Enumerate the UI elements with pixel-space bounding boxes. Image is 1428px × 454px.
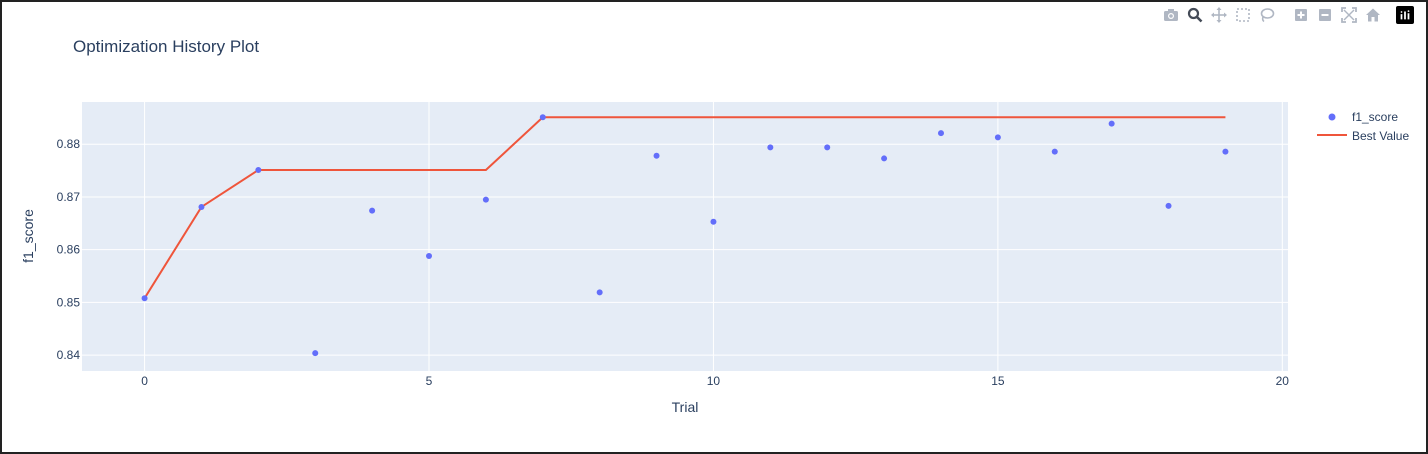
f1-score-point[interactable] [482, 196, 489, 203]
x-tick-label: 10 [707, 374, 721, 388]
y-tick-label: 0.84 [57, 348, 81, 362]
zoom-out-icon[interactable] [1314, 4, 1336, 26]
f1-score-point[interactable] [824, 144, 831, 151]
y-tick-label: 0.85 [57, 295, 81, 309]
best-value-line[interactable] [143, 116, 1226, 299]
pan-icon[interactable] [1208, 4, 1230, 26]
y-tick-label: 0.87 [57, 190, 81, 204]
autoscale-icon[interactable] [1338, 4, 1360, 26]
f1-score-point[interactable] [994, 134, 1001, 141]
x-axis-title: Trial [672, 399, 699, 415]
f1-score-point[interactable] [1165, 202, 1172, 209]
legend: f1_score Best Value [1317, 110, 1409, 143]
f1-score-point[interactable] [1051, 148, 1058, 155]
legend-marker-f1-score [1328, 113, 1336, 121]
f1-score-point[interactable] [426, 253, 433, 260]
f1-score-point[interactable] [312, 350, 319, 357]
plotly-logo-icon[interactable] [1396, 6, 1414, 24]
f1-score-point[interactable] [653, 152, 660, 159]
legend-item-f1-score[interactable]: f1_score [1328, 110, 1399, 124]
f1-score-point[interactable] [937, 130, 944, 137]
best-value-series [143, 116, 1226, 299]
f1-score-point[interactable] [255, 167, 262, 174]
plot-area[interactable] [82, 102, 1288, 371]
f1-score-point[interactable] [710, 218, 717, 225]
y-tick-label: 0.86 [57, 243, 81, 257]
y-tick-label: 0.88 [57, 137, 81, 151]
x-tick-label: 5 [426, 374, 433, 388]
f1-score-point[interactable] [1108, 120, 1115, 127]
reset-axes-icon[interactable] [1362, 4, 1384, 26]
grid-lines [82, 102, 1288, 371]
f1-score-point[interactable] [881, 155, 888, 162]
f1-score-point[interactable] [369, 207, 376, 214]
x-tick-label: 0 [141, 374, 148, 388]
x-tick-label: 20 [1276, 374, 1290, 388]
f1-score-point[interactable] [539, 114, 546, 121]
x-tick-label: 15 [991, 374, 1005, 388]
box-select-icon[interactable] [1232, 4, 1254, 26]
f1-score-point[interactable] [767, 144, 774, 151]
y-axis-ticks: 0.84 0.85 0.86 0.87 0.88 [57, 137, 81, 362]
f1-score-point[interactable] [596, 289, 603, 296]
zoom-in-icon[interactable] [1290, 4, 1312, 26]
modebar [1160, 4, 1414, 26]
chart-title: Optimization History Plot [73, 37, 259, 56]
camera-icon[interactable] [1160, 4, 1182, 26]
f1-score-point[interactable] [198, 203, 205, 210]
legend-item-best-value[interactable]: Best Value [1317, 129, 1409, 143]
legend-label-best-value: Best Value [1352, 129, 1409, 143]
legend-label-f1-score: f1_score [1352, 110, 1398, 124]
f1-score-point[interactable] [141, 295, 148, 302]
f1-score-series [141, 114, 1229, 357]
zoom-icon[interactable] [1184, 4, 1206, 26]
y-axis-title: f1_score [20, 209, 36, 263]
lasso-select-icon[interactable] [1256, 4, 1278, 26]
x-axis-ticks: 0 5 10 15 20 [141, 374, 1289, 388]
f1-score-point[interactable] [1222, 148, 1229, 155]
